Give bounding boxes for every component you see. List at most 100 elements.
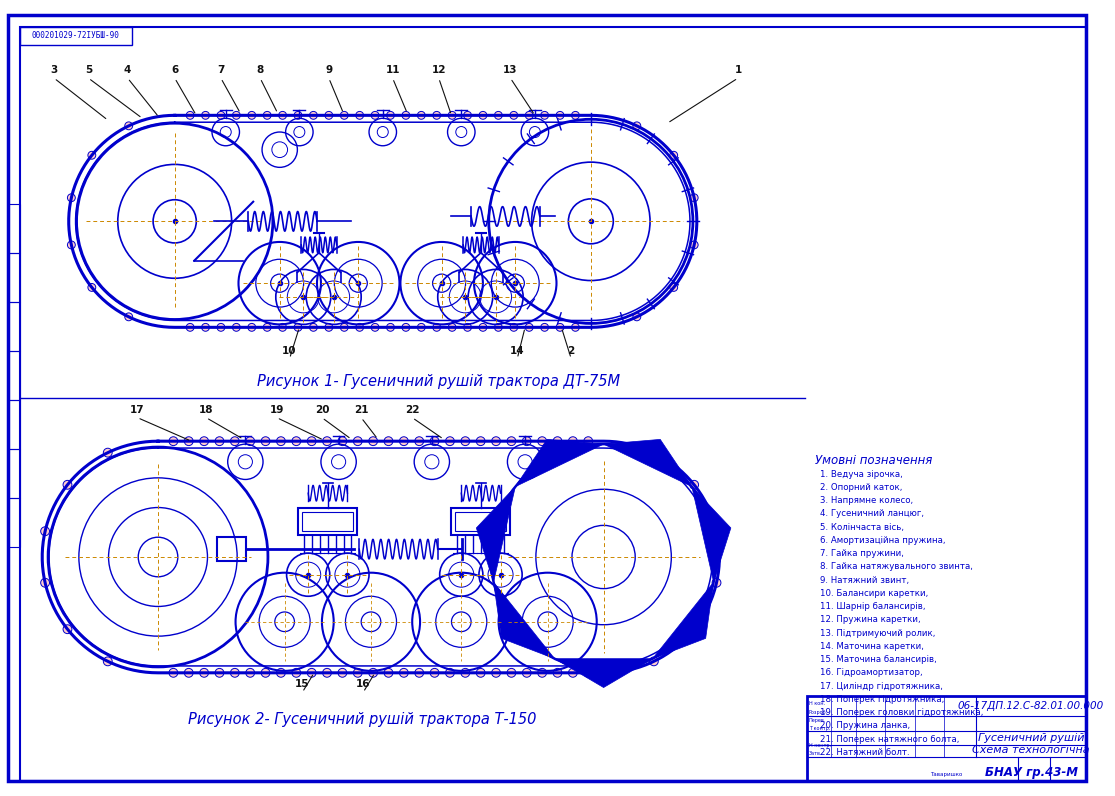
Circle shape [572, 323, 580, 331]
Text: 12. Пружина каретки,: 12. Пружина каретки, [820, 615, 920, 624]
Circle shape [460, 437, 469, 446]
Circle shape [88, 283, 96, 291]
Circle shape [448, 111, 456, 119]
Circle shape [522, 669, 531, 677]
Circle shape [415, 669, 424, 677]
Circle shape [479, 323, 487, 331]
Circle shape [186, 323, 194, 331]
Text: 22. Натяжний болт.: 22. Натяжний болт. [820, 748, 909, 757]
Circle shape [322, 669, 331, 677]
Circle shape [712, 527, 721, 536]
Text: 8. Гайка натяжувального звинта,: 8. Гайка натяжувального звинта, [820, 563, 972, 572]
Bar [8, 400, 20, 449]
Text: Н контр.: Н контр. [808, 743, 831, 748]
Circle shape [433, 111, 440, 119]
Text: 2: 2 [568, 345, 575, 356]
Circle shape [417, 323, 425, 331]
Circle shape [446, 437, 455, 446]
Text: 19. Поперек головки гідротяжника,: 19. Поперек головки гідротяжника, [820, 708, 983, 717]
Circle shape [430, 669, 439, 677]
Text: Таваришко: Таваришко [930, 772, 962, 777]
Circle shape [510, 323, 517, 331]
Text: 6: 6 [171, 65, 178, 75]
Circle shape [399, 437, 408, 446]
Text: 17: 17 [130, 404, 145, 415]
Text: 1: 1 [735, 65, 741, 75]
Circle shape [184, 669, 193, 677]
Circle shape [541, 111, 549, 119]
Circle shape [387, 323, 395, 331]
Text: 6. Амортизаційна пружина,: 6. Амортизаційна пружина, [820, 536, 946, 545]
Polygon shape [476, 486, 515, 582]
Text: 11. Шарнір балансирів,: 11. Шарнір балансирів, [820, 602, 925, 611]
Text: 3. Напрямне колесо,: 3. Напрямне колесо, [820, 496, 913, 505]
Circle shape [690, 241, 698, 249]
Text: 1. Ведуча зірочка,: 1. Ведуча зірочка, [820, 470, 902, 478]
Text: 15. Маточина балансирів,: 15. Маточина балансирів, [820, 655, 937, 664]
Circle shape [232, 111, 240, 119]
Text: 12: 12 [432, 65, 446, 75]
Circle shape [384, 437, 392, 446]
Text: 20: 20 [314, 404, 329, 415]
Circle shape [572, 111, 580, 119]
Circle shape [322, 437, 331, 446]
Bar [217, 537, 246, 561]
Text: 19: 19 [270, 404, 284, 415]
Circle shape [430, 437, 439, 446]
Circle shape [294, 323, 302, 331]
Text: 9: 9 [326, 65, 332, 75]
Circle shape [310, 323, 318, 331]
Text: Н кон.: Н кон. [808, 701, 825, 706]
Text: 22: 22 [405, 404, 419, 415]
Circle shape [464, 323, 472, 331]
Circle shape [125, 122, 133, 130]
Circle shape [340, 111, 348, 119]
Circle shape [507, 669, 516, 677]
Circle shape [553, 437, 562, 446]
Circle shape [633, 122, 641, 130]
Circle shape [537, 437, 546, 446]
Circle shape [169, 437, 177, 446]
Circle shape [248, 323, 255, 331]
Text: 10. Балансири каретки,: 10. Балансири каретки, [820, 589, 928, 598]
Circle shape [353, 669, 362, 677]
Circle shape [553, 669, 562, 677]
Circle shape [369, 669, 378, 677]
Circle shape [231, 437, 240, 446]
Circle shape [104, 448, 113, 457]
Circle shape [670, 283, 678, 291]
Text: 15: 15 [295, 680, 310, 689]
Circle shape [292, 437, 301, 446]
Circle shape [537, 669, 546, 677]
Circle shape [217, 111, 225, 119]
Circle shape [186, 111, 194, 119]
Circle shape [308, 669, 316, 677]
Polygon shape [652, 582, 714, 658]
Bar [8, 204, 20, 253]
Circle shape [202, 111, 210, 119]
Circle shape [338, 437, 347, 446]
Polygon shape [494, 582, 554, 658]
Bar [452, 508, 511, 536]
Text: 21. Поперек натяжного болта,: 21. Поперек натяжного болта, [820, 735, 959, 743]
Circle shape [690, 480, 699, 490]
Circle shape [40, 579, 49, 587]
Circle shape [649, 448, 658, 457]
Bar [8, 449, 20, 498]
Text: 13. Підтримуючий ролик,: 13. Підтримуючий ролик, [820, 629, 934, 638]
Circle shape [356, 323, 363, 331]
Bar [455, 512, 506, 532]
Circle shape [387, 111, 395, 119]
Circle shape [245, 437, 254, 446]
Bar [807, 696, 1086, 781]
Circle shape [460, 669, 469, 677]
Circle shape [279, 111, 287, 119]
Circle shape [569, 669, 578, 677]
Text: 9. Натяжний звинт,: 9. Натяжний звинт, [820, 576, 909, 584]
Circle shape [231, 669, 240, 677]
Circle shape [371, 111, 379, 119]
Text: 7: 7 [217, 65, 224, 75]
Circle shape [356, 111, 363, 119]
Circle shape [294, 111, 302, 119]
Text: Затв.: Затв. [808, 751, 822, 756]
